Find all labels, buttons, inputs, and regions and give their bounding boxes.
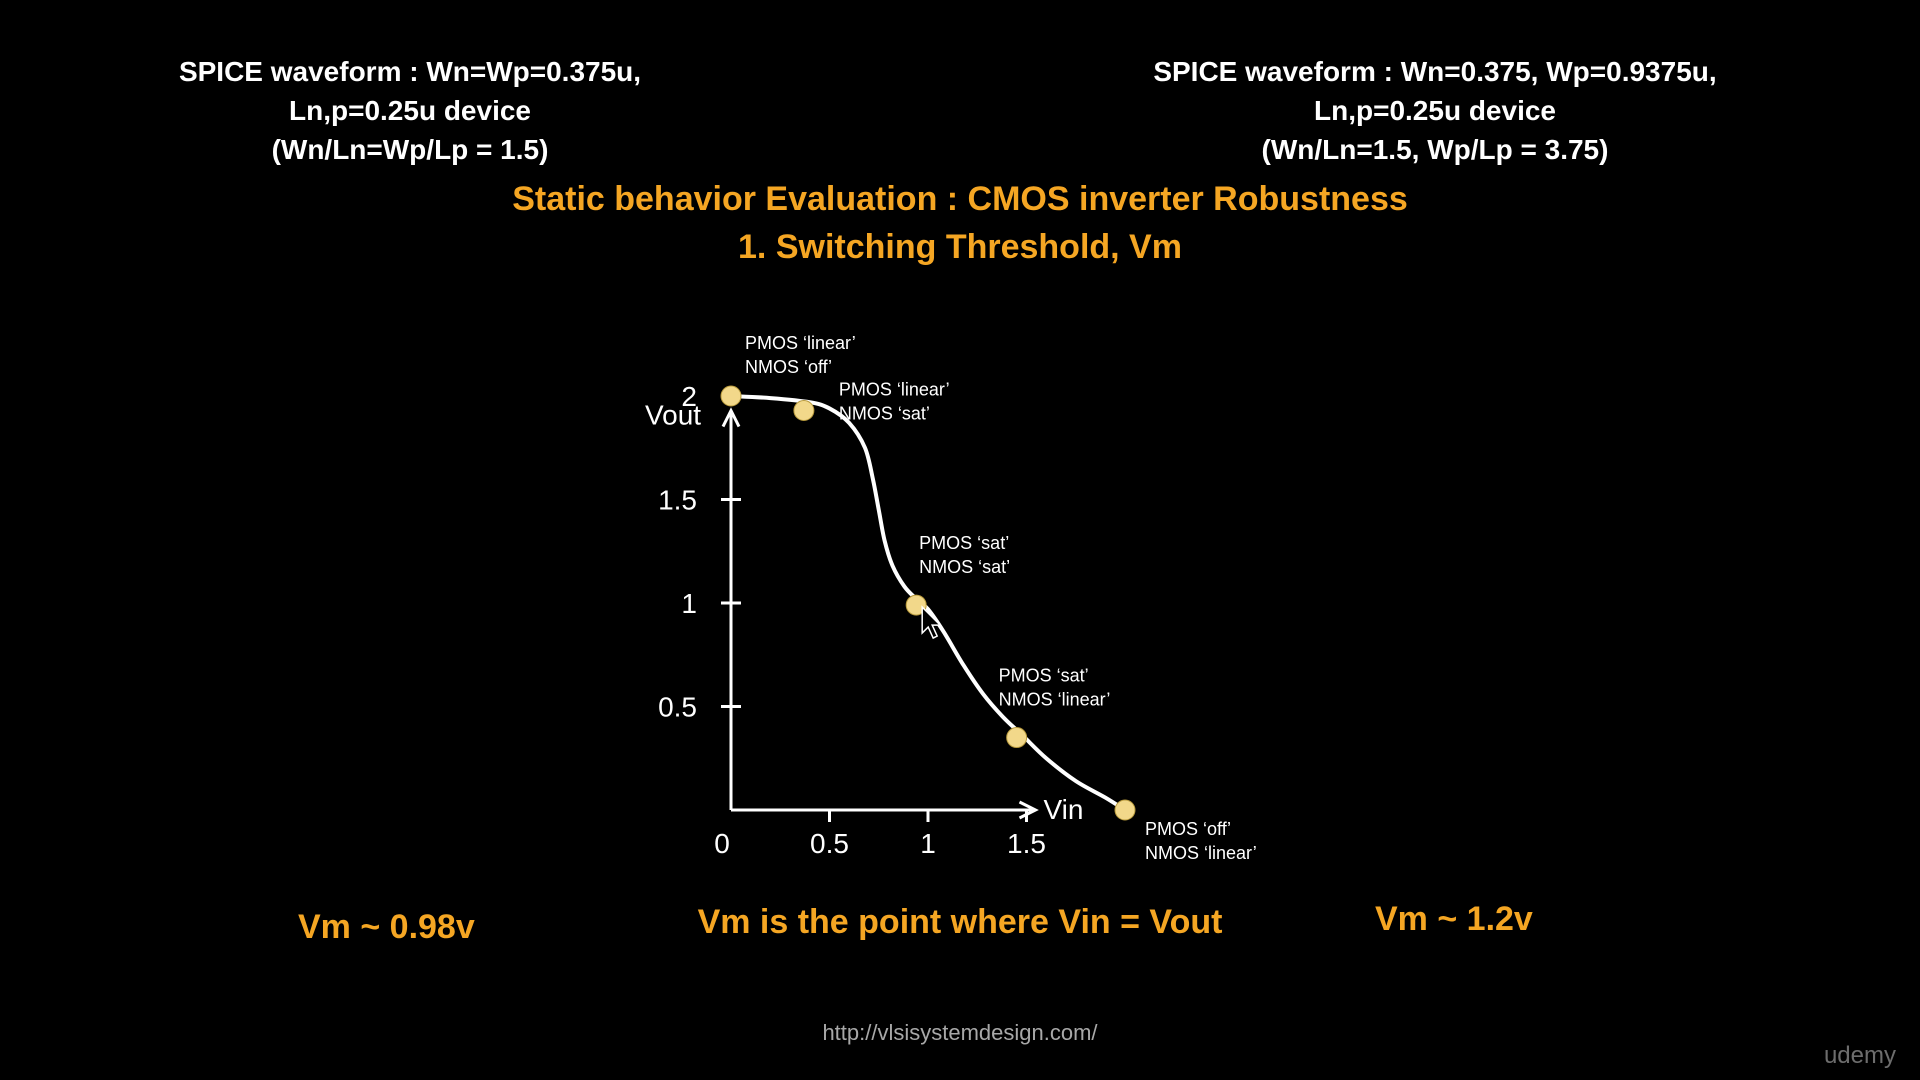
operating-point [905,594,927,616]
region-label-pmos: PMOS ‘sat’ [999,666,1089,686]
operating-point [1006,727,1028,749]
y-axis-label: Vout [645,400,701,431]
x-tick-label: 0.5 [810,828,849,859]
region-label-nmos: NMOS ‘sat’ [919,557,1010,577]
header-left: SPICE waveform : Wn=Wp=0.375u, Ln,p=0.25… [60,52,760,169]
region-label-nmos: NMOS ‘linear’ [1145,843,1257,863]
x-tick-label: 0 [714,828,730,859]
vtc-curve [730,394,1127,812]
vm-left-value: Vm ~ 0.98v [298,908,475,946]
mouse-cursor-icon [921,605,942,640]
region-label-nmos: NMOS ‘linear’ [999,690,1111,710]
operating-point [793,399,815,421]
region-label-nmos: NMOS ‘off’ [745,357,832,377]
x-axis-label: Vin [1044,794,1084,825]
vm-right-value: Vm ~ 1.2v [1375,900,1533,938]
region-label-pmos: PMOS ‘linear’ [745,333,856,353]
y-tick-label: 2 [681,381,697,412]
header-right-line-1: SPICE waveform : Wn=0.375, Wp=0.9375u, [1153,56,1717,87]
header-left-line-2: Ln,p=0.25u device [289,95,531,126]
operating-point [720,385,742,407]
header-left-line-3: (Wn/Ln=Wp/Lp = 1.5) [271,134,549,165]
y-tick-label: 1.5 [658,485,697,516]
y-axis-arrow [721,407,741,428]
udemy-watermark: udemy [1823,1042,1896,1069]
region-label-pmos: PMOS ‘off’ [1145,819,1231,839]
y-tick-label: 1 [681,588,697,619]
slide-subtitle: 1. Switching Threshold, Vm [738,228,1182,266]
region-label-pmos: PMOS ‘linear’ [839,379,950,399]
x-tick-label: 1.5 [1007,828,1046,859]
operating-point [1114,799,1136,821]
x-axis-arrow [1018,800,1039,820]
header-right: SPICE waveform : Wn=0.375, Wp=0.9375u, L… [1085,52,1785,169]
region-label-nmos: NMOS ‘sat’ [839,403,930,423]
header-right-line-2: Ln,p=0.25u device [1314,95,1556,126]
header-left-line-1: SPICE waveform : Wn=Wp=0.375u, [178,56,642,87]
y-tick-label: 0.5 [658,692,697,723]
vm-definition: Vm is the point where Vin = Vout [697,903,1223,941]
footer-url[interactable]: http://vlsisystemdesign.com/ [822,1020,1098,1045]
x-tick-label: 1 [920,828,936,859]
slide-title: Static behavior Evaluation : CMOS invert… [512,180,1408,218]
region-label-pmos: PMOS ‘sat’ [919,533,1009,553]
header-right-line-3: (Wn/Ln=1.5, Wp/Lp = 3.75) [1261,134,1609,165]
